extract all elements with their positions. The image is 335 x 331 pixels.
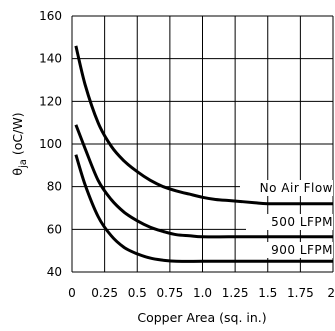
y-tick-label-6: 160 bbox=[39, 9, 62, 23]
y-axis-title-unit: (oC/W) bbox=[10, 112, 25, 159]
x-axis-title: Copper Area (sq. in.) bbox=[137, 310, 266, 325]
y-axis-title: θja (oC/W) bbox=[10, 112, 29, 175]
series-label-0: No Air Flow bbox=[260, 181, 333, 195]
y-axis-title-subscript: ja bbox=[18, 159, 29, 169]
series-label-1: 500 LFPM bbox=[271, 215, 333, 229]
y-tick-label-3: 100 bbox=[39, 137, 62, 151]
y-tick-label-1: 60 bbox=[47, 222, 62, 236]
x-tick-label-4: 1.0 bbox=[193, 286, 212, 300]
series-line-0 bbox=[74, 45, 333, 206]
y-tick-label-4: 120 bbox=[39, 94, 62, 108]
series-line-1 bbox=[74, 124, 333, 239]
series-label-bg-0 bbox=[240, 180, 333, 196]
x-tick-label-2: 0.5 bbox=[128, 286, 147, 300]
series-lines bbox=[74, 45, 333, 263]
y-tick-label-2: 80 bbox=[47, 180, 62, 194]
x-tick-label-5: 1.25 bbox=[222, 286, 249, 300]
x-tick-label-1: 0.25 bbox=[91, 286, 118, 300]
grid-lines bbox=[71, 15, 334, 273]
series-label-bg-2 bbox=[246, 242, 333, 258]
series-label-bg-1 bbox=[246, 214, 333, 230]
x-tick-label-6: 1.5 bbox=[258, 286, 277, 300]
y-tick-label-5: 140 bbox=[39, 52, 62, 66]
series-labels: No Air Flow 500 LFPM 900 LFPM bbox=[240, 180, 333, 258]
y-tick-label-0: 40 bbox=[47, 265, 62, 279]
x-tick-label-3: 0.75 bbox=[157, 286, 184, 300]
series-label-2: 900 LFPM bbox=[271, 243, 333, 257]
x-tick-label-7: 1.75 bbox=[287, 286, 314, 300]
y-axis-title-theta: θ bbox=[10, 168, 25, 176]
x-tick-label-0: 0 bbox=[68, 286, 76, 300]
tick-labels: 0 0.25 0.5 0.75 1.0 1.25 1.5 1.75 2 40 60 80 100 120 1… bbox=[39, 9, 335, 300]
series-line-2 bbox=[74, 154, 333, 263]
x-tick-label-8: 2 bbox=[327, 286, 335, 300]
